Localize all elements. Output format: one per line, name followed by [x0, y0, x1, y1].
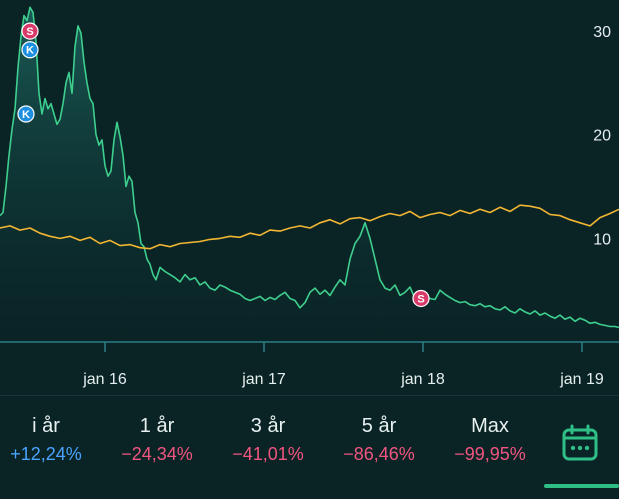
range-value: +12,24%	[10, 444, 82, 464]
range-5y[interactable]: 5 år −86,46%	[324, 414, 434, 466]
buy-marker: K	[21, 41, 39, 59]
selected-indicator	[544, 484, 619, 488]
price-chart[interactable]: jan 16 jan 17 jan 18 jan 19 30 20 10 S K K S	[0, 0, 619, 395]
range-value: −86,46%	[343, 444, 415, 464]
divider	[0, 395, 619, 396]
y-tick-label: 30	[593, 24, 611, 41]
range-max[interactable]: Max −99,95%	[435, 414, 545, 466]
series-area-0	[0, 7, 619, 343]
range-value: −99,95%	[454, 444, 526, 464]
marker-label: S	[26, 26, 33, 38]
marker-label: K	[22, 109, 30, 121]
buy-marker: K	[17, 105, 35, 123]
sell-marker: S	[412, 289, 430, 308]
sell-marker: S	[21, 22, 39, 40]
calendar-icon	[562, 424, 598, 461]
range-label: 5 år	[361, 415, 397, 437]
range-selector: i år +12,24% 1 år −24,34% 3 år −41,01% 5…	[0, 396, 619, 499]
x-tick-label: jan 19	[559, 371, 604, 388]
range-label: 1 år	[139, 415, 175, 437]
y-tick-label: 20	[593, 128, 611, 145]
marker-label: S	[417, 293, 424, 305]
calendar-button[interactable]	[560, 423, 600, 463]
range-ytd[interactable]: i år +12,24%	[0, 414, 101, 466]
x-tick-label: jan 17	[241, 371, 286, 388]
y-tick-label: 10	[593, 231, 611, 248]
range-value: −41,01%	[232, 444, 304, 464]
marker-label: K	[26, 45, 34, 57]
range-label: Max	[471, 415, 509, 437]
range-1y[interactable]: 1 år −24,34%	[102, 414, 212, 466]
range-value: −24,34%	[121, 444, 193, 464]
series-line-0	[0, 6, 619, 329]
range-label: 3 år	[250, 415, 286, 437]
x-tick-label: jan 16	[82, 371, 127, 388]
range-label: i år	[32, 415, 60, 437]
range-3y[interactable]: 3 år −41,01%	[213, 414, 323, 466]
series-line-1	[0, 204, 619, 250]
x-tick-label: jan 18	[400, 371, 445, 388]
